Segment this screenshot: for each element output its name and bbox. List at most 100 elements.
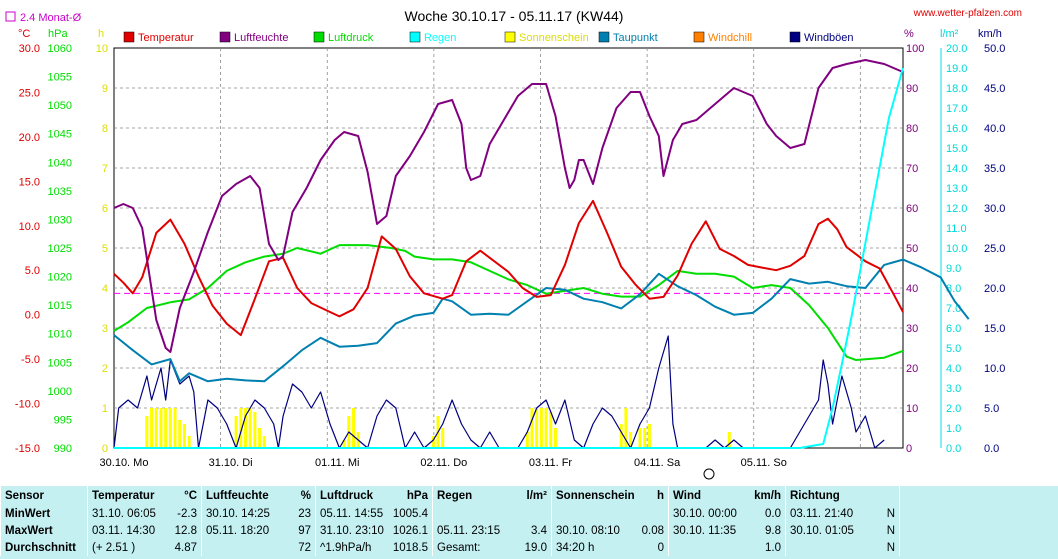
sunshine-bar [624, 408, 628, 448]
sunshine-bar [244, 408, 247, 448]
axis-tick-wind: 15.0 [984, 323, 1005, 335]
cell-time: 30.10. 01:05 [790, 524, 854, 537]
axis-tick-rain: 6.0 [946, 323, 961, 335]
legend-label: Windchill [708, 32, 752, 44]
axis-tick-rain: 9.0 [946, 263, 961, 275]
avg-sunshine: 34:20 h 0 [551, 539, 669, 556]
sunshine-bar [168, 408, 172, 448]
cell-value: 4.87 [174, 541, 197, 554]
temperature-line [113, 199, 904, 337]
legend-swatch [219, 31, 231, 43]
cell-time: 31.10. 23:10 [320, 524, 384, 537]
axis-tick-sunshine: 7 [102, 163, 108, 175]
cell-time: (+ 2.51 ) [92, 541, 136, 554]
axis-tick-temperature: -15.0 [15, 443, 40, 455]
website-link[interactable]: www.wetter-pfalzen.com [913, 8, 1022, 19]
cell-time: 31.10. 06:05 [92, 507, 156, 520]
sunshine-bar [258, 428, 262, 448]
min-humidity: 30.10. 14:25 23 [201, 505, 316, 522]
sunshine-bar [629, 432, 633, 448]
legend-swatch [598, 31, 610, 43]
avg-wind: 1.0 [668, 539, 786, 556]
sunshine-bar [173, 408, 177, 448]
cell-value: 23 [298, 507, 311, 520]
axis-tick-temperature: 5.0 [25, 265, 40, 277]
statistics-panel: Sensor Temperatur °C Luftfeuchte% Luftdru… [0, 486, 1058, 559]
axis-tick-temperature: 15.0 [19, 176, 40, 188]
axis-tick-humidity: 50 [906, 243, 918, 255]
axis-tick-pressure: 1050 [48, 100, 72, 112]
legend-label: Windböen [804, 32, 854, 44]
axis-tick-temperature: -10.0 [15, 399, 40, 411]
axis-tick-x: 01.11. Mi [315, 457, 359, 469]
axis-tick-rain: 11.0 [946, 223, 967, 235]
axis-tick-temperature: 10.0 [19, 221, 40, 233]
row-spacer [899, 539, 1058, 556]
axis-tick-sunshine: 6 [102, 203, 108, 215]
cell-time: 30.10. 14:25 [206, 507, 270, 520]
cell-value: 0 [657, 541, 664, 554]
sunshine-bar [530, 408, 534, 448]
min-pressure: 05.11. 14:55 1005.4 [315, 505, 433, 522]
axis-tick-pressure: 1045 [48, 129, 72, 141]
axis-tick-sunshine: 10 [96, 43, 108, 55]
avg-rain: Gesamt: 19.0 [432, 539, 552, 556]
axis-tick-wind: 5.0 [984, 403, 999, 415]
axis-tick-pressure: 1005 [48, 357, 72, 369]
header-humidity: Luftfeuchte% [201, 486, 316, 505]
axis-tick-pressure: 1055 [48, 72, 72, 84]
axis-tick-pressure: 1015 [48, 300, 72, 312]
axis-tick-pressure: 1040 [48, 157, 72, 169]
sunshine-bar [248, 408, 252, 448]
legend-label: Luftfeuchte [234, 32, 288, 44]
axis-unit-wind: km/h [978, 28, 1002, 40]
sunshine-bar [239, 408, 243, 448]
axis-tick-temperature: -5.0 [21, 354, 40, 366]
axis-tick-rain: 4.0 [946, 363, 961, 375]
axis-tick-sunshine: 2 [102, 363, 108, 375]
axis-tick-rain: 17.0 [946, 103, 967, 115]
axis-tick-wind: 30.0 [984, 203, 1005, 215]
header-label: Sonnenschein [556, 489, 635, 502]
header-temperature: Temperatur °C [87, 486, 202, 505]
axis-tick-humidity: 10 [906, 403, 918, 415]
sunshine-bar [727, 432, 731, 448]
legend-swatch [409, 31, 421, 43]
axis-tick-rain: 2.0 [946, 403, 961, 415]
header-label: Regen [437, 489, 473, 502]
header-wind: Wind km/h [668, 486, 786, 505]
axis-tick-rain: 0.0 [946, 443, 961, 455]
axis-tick-pressure: 1030 [48, 214, 72, 226]
min-rain [432, 505, 552, 522]
axis-tick-humidity: 90 [906, 83, 918, 95]
axis-tick-pressure: 1010 [48, 329, 72, 341]
axis-tick-sunshine: 3 [102, 323, 108, 335]
header-label: Wind [673, 489, 701, 502]
sunshine-bar [352, 408, 356, 448]
cell-time: 03.11. 21:40 [790, 507, 854, 520]
cell-value: 12.8 [174, 524, 197, 537]
header-pressure: Luftdruck hPa [315, 486, 433, 505]
axis-unit-rain: l/m² [940, 28, 959, 40]
header-unit: hPa [406, 489, 428, 502]
sunshine-bar [154, 408, 158, 448]
axis-tick-pressure: 1060 [48, 43, 72, 55]
plot-area [113, 47, 904, 449]
axis-tick-rain: 3.0 [946, 383, 961, 395]
sunshine-bar [525, 432, 529, 448]
axis-tick-humidity: 100 [906, 43, 924, 55]
header-unit: km/h [754, 489, 781, 502]
cell-time: 34:20 h [556, 541, 595, 554]
sunshine-bar [441, 428, 445, 448]
legend-label: Sonnenschein [519, 32, 589, 44]
monthly-avg-legend-box [5, 11, 16, 22]
table-row-min: MinWert 31.10. 06:05 -2.3 30.10. 14:25 23 … [0, 505, 1058, 522]
max-direction: 30.10. 01:05 N [785, 522, 900, 539]
chart-grid [113, 47, 904, 449]
min-temperature: 31.10. 06:05 -2.3 [87, 505, 202, 522]
cell-value: N [886, 507, 895, 520]
cell-time: 05.11. 18:20 [206, 524, 270, 537]
axis-tick-wind: 10.0 [984, 363, 1005, 375]
axis-tick-rain: 16.0 [946, 123, 967, 135]
avg-temperature: (+ 2.51 ) 4.87 [87, 539, 202, 556]
